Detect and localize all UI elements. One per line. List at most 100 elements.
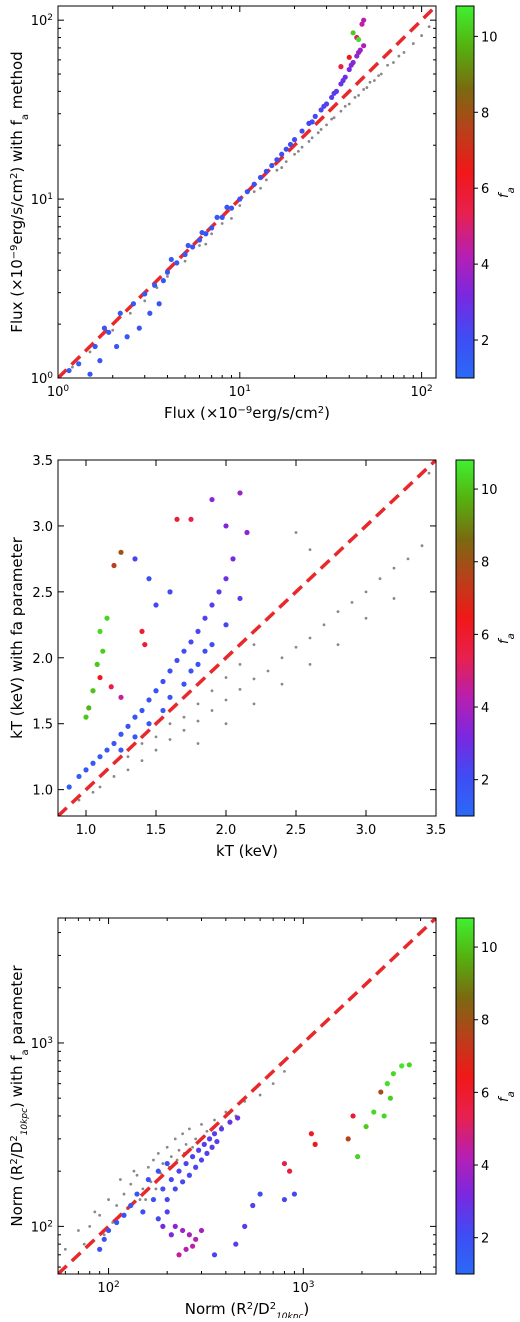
colored-point: [172, 1186, 178, 1192]
y-tick-label: 102: [31, 13, 53, 29]
colored-point: [209, 641, 215, 648]
gray-point: [161, 1162, 165, 1165]
colored-point: [329, 94, 335, 101]
gray-point: [182, 715, 186, 719]
colored-point: [101, 1236, 107, 1242]
gray-point: [336, 610, 340, 614]
colored-point: [350, 1113, 356, 1119]
colored-point: [113, 343, 120, 350]
gray-point: [77, 798, 81, 802]
colored-point: [227, 1119, 233, 1125]
colored-point: [223, 576, 229, 582]
gray-point: [364, 616, 368, 620]
colorbar: fa 2 4 6 8 10: [455, 5, 517, 379]
gray-point: [194, 1137, 198, 1141]
x-tick-label: 3.5: [426, 823, 447, 838]
colored-point: [164, 1196, 170, 1203]
gray-point: [294, 645, 298, 649]
y-axis-label: Norm (R2/D210kpc) with fa parameter: [8, 965, 31, 1227]
colored-point: [136, 325, 142, 331]
colored-point: [174, 657, 180, 664]
gray-point: [224, 722, 228, 726]
gray-point: [310, 136, 314, 140]
colored-point: [390, 1071, 396, 1077]
colored-point: [94, 661, 100, 667]
colored-point: [186, 1172, 192, 1178]
colored-point: [168, 256, 174, 263]
gray-point: [264, 178, 268, 182]
colored-point: [145, 1176, 151, 1183]
x-tick-label: 101: [229, 384, 251, 400]
colored-point: [244, 189, 250, 195]
colored-point: [176, 1168, 182, 1174]
gray-point: [271, 1082, 275, 1086]
gray-point: [252, 677, 256, 681]
colored-point: [263, 168, 269, 174]
gray-point: [275, 168, 279, 172]
colored-point: [359, 21, 365, 27]
gray-point: [126, 768, 130, 772]
gray-point: [156, 1151, 160, 1155]
gray-point: [143, 299, 147, 303]
gray-point: [411, 42, 415, 45]
gray-point: [252, 643, 256, 646]
colored-point: [406, 1062, 412, 1068]
x-tick-label: 102: [410, 384, 432, 400]
colored-point: [118, 731, 124, 737]
colored-point: [124, 334, 130, 340]
colored-point: [186, 1232, 192, 1238]
colorbar-tick-label: 6: [481, 628, 489, 643]
colored-point: [125, 723, 131, 729]
gray-point: [140, 742, 144, 745]
colored-point: [201, 1141, 207, 1147]
gray-point: [187, 1127, 191, 1131]
gray-point: [319, 128, 323, 131]
colored-point: [183, 1246, 189, 1252]
colored-point: [196, 237, 203, 243]
y-tick-label: 100: [31, 371, 54, 387]
colored-point: [101, 325, 108, 331]
colorbar-tick-label: 6: [481, 1086, 489, 1101]
colorbar-gradient: [455, 5, 475, 379]
colored-point: [160, 707, 166, 714]
colorbar-tick-label: 10: [481, 941, 498, 956]
colored-point: [202, 648, 208, 654]
y-tick-label: 103: [31, 1036, 53, 1052]
gray-point: [392, 61, 395, 64]
colored-point: [338, 64, 344, 70]
gray-point: [76, 1229, 80, 1232]
gray-point: [213, 1118, 216, 1122]
colored-point: [195, 661, 201, 667]
gray-point: [386, 63, 389, 67]
gray-point: [343, 104, 347, 108]
colored-point: [146, 576, 152, 582]
y-tick-label: 3.5: [32, 454, 53, 469]
colored-point: [318, 107, 324, 113]
colored-point: [274, 157, 280, 163]
x-axis-label: Norm (R2/D210kpc): [185, 1300, 310, 1318]
colored-point: [237, 595, 243, 602]
colored-point: [83, 714, 89, 720]
gray-point: [322, 623, 326, 627]
colored-point: [399, 1063, 405, 1069]
colored-point: [160, 678, 166, 685]
gray-point: [397, 54, 401, 58]
gray-point: [154, 735, 158, 739]
colored-point: [331, 90, 337, 96]
colored-point: [97, 1246, 103, 1252]
gray-point: [129, 1182, 133, 1186]
colored-point: [114, 1219, 120, 1226]
gray-point: [220, 222, 224, 225]
colored-point: [230, 556, 236, 562]
colored-point: [291, 1191, 298, 1197]
gray-point: [330, 117, 334, 121]
colored-point: [340, 77, 346, 84]
colored-point: [233, 1241, 239, 1247]
gray-point: [169, 1155, 173, 1159]
gray-point: [196, 742, 200, 745]
identity-line: [58, 918, 436, 1274]
colored-point: [167, 589, 173, 595]
gray-point: [362, 88, 366, 91]
gray-point: [88, 1224, 92, 1228]
